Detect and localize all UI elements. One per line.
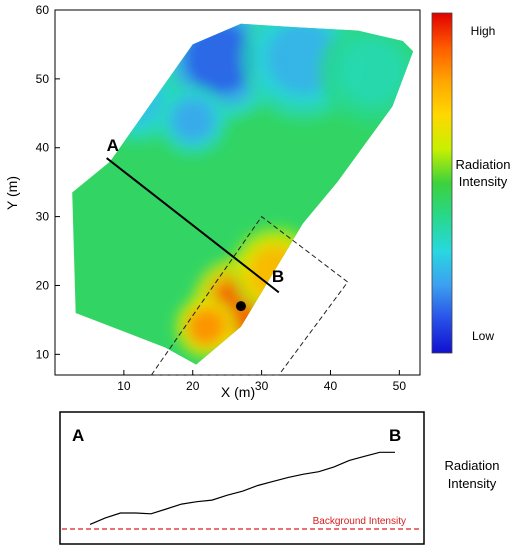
profile-figure: A B Background Intensity Radiation Inten…	[59, 411, 500, 545]
profile-line-a-b	[106, 157, 280, 294]
colorbar-low-label: Low	[472, 329, 494, 343]
background-intensity-label: Background Intensity	[313, 516, 406, 527]
x-tick-label: 10	[117, 379, 131, 393]
y-axis: 10 20 30 40 50 60	[36, 3, 60, 361]
heat-blob-7-1	[341, 41, 402, 103]
x-tick-label: 50	[393, 379, 407, 393]
heat-blob-2-1	[188, 309, 225, 345]
x-axis: 10 20 30 40 50	[117, 370, 406, 393]
y-tick-label: 50	[36, 72, 50, 86]
profile-ylabel-line2: Intensity	[448, 476, 497, 491]
x-tick-label: 30	[255, 379, 269, 393]
point-label-a: A	[107, 136, 119, 155]
x-tick-label: 40	[324, 379, 338, 393]
profile-label-b: B	[389, 426, 401, 445]
colorbar-high-label: High	[471, 24, 496, 38]
y-axis-label: Y (m)	[4, 176, 20, 210]
heat-blob-6-1	[172, 100, 213, 141]
y-tick-label: 10	[36, 347, 50, 361]
x-axis-label: X (m)	[221, 384, 255, 400]
colorbar-title-line1: Radiation	[456, 157, 511, 172]
y-tick-label: 20	[36, 278, 50, 292]
profile-intensity-curve	[89, 451, 395, 525]
colorbar	[431, 12, 453, 354]
x-tick-label: 20	[186, 379, 200, 393]
y-tick-label: 30	[36, 210, 50, 224]
colorbar-title-line2: Intensity	[459, 174, 508, 189]
point-label-b: B	[272, 267, 284, 286]
y-tick-label: 60	[36, 3, 50, 17]
y-tick-label: 40	[36, 141, 50, 155]
source-marker	[235, 301, 246, 312]
heat-blob-3-1	[185, 23, 256, 94]
profile-ylabel-line1: Radiation	[445, 458, 500, 473]
profile-label-a: A	[72, 426, 84, 445]
dashed-survey-box	[150, 215, 349, 376]
profile-frame	[59, 411, 425, 545]
